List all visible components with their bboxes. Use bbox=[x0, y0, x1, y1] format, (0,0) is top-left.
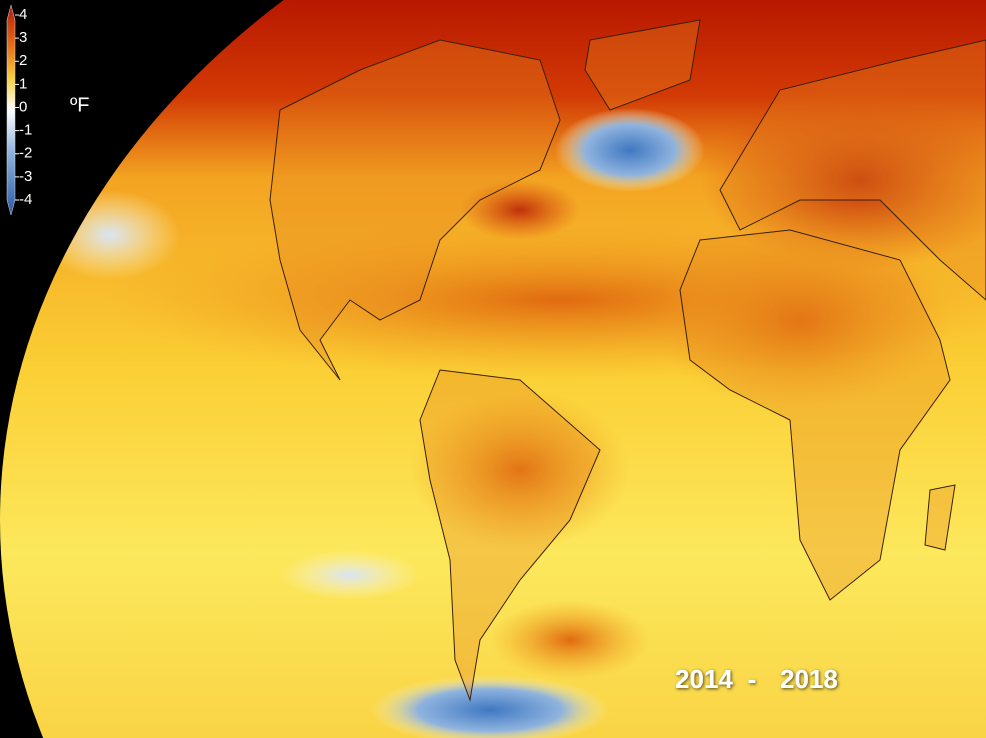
period-end: 2018 bbox=[780, 664, 838, 694]
legend-tick-label: 0 bbox=[19, 98, 27, 115]
color-bar bbox=[6, 4, 16, 216]
legend-tick-label: -2 bbox=[19, 145, 32, 162]
legend-tick-label: 4 bbox=[19, 6, 27, 23]
legend-tick-label: -4 bbox=[19, 191, 32, 208]
period-separator: - bbox=[748, 664, 757, 694]
legend-unit: ºF bbox=[70, 94, 90, 116]
legend-tick-label: -3 bbox=[19, 168, 32, 185]
legend-tick-label: 2 bbox=[19, 52, 27, 69]
legend-tick-label: 1 bbox=[19, 75, 27, 92]
legend-tick-label: -1 bbox=[19, 122, 32, 139]
legend-tick-label: 3 bbox=[19, 29, 27, 46]
period-start: 2014 bbox=[675, 664, 733, 694]
continents bbox=[269, 19, 986, 702]
